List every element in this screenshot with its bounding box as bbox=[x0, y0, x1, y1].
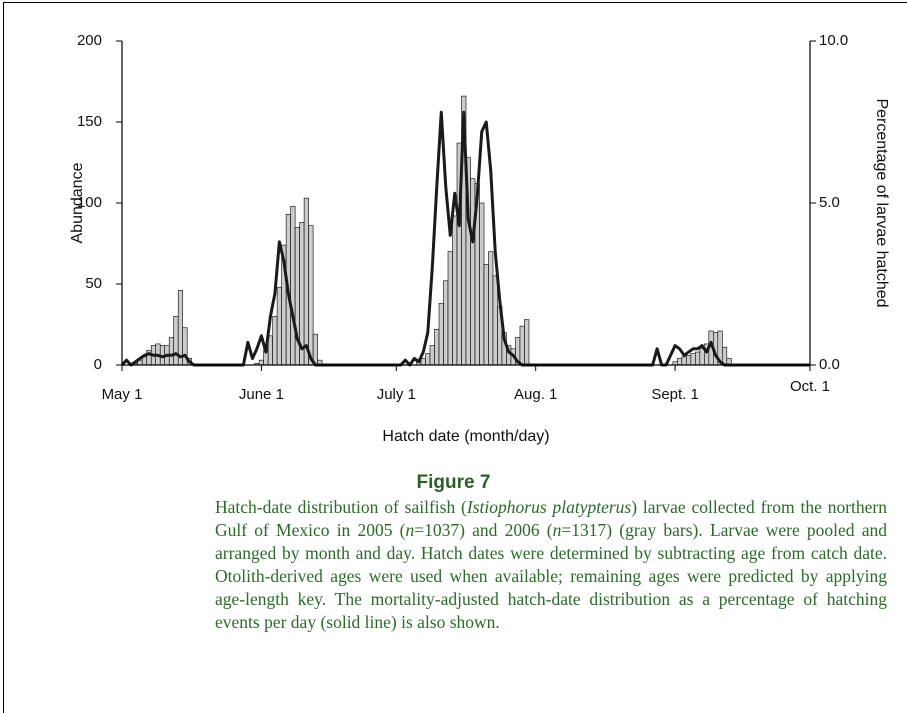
bar bbox=[695, 351, 701, 366]
y-tick-label: 50 bbox=[85, 275, 102, 292]
x-tick-label: Oct. 1 bbox=[790, 378, 830, 395]
bar bbox=[699, 348, 705, 366]
y2-tick-label: 10.0 bbox=[819, 32, 848, 49]
y-tick-label: 100 bbox=[77, 194, 102, 211]
caption-text: =1037) and 2006 ( bbox=[414, 520, 553, 540]
figure-caption: Hatch-date distribution of sailfish (Ist… bbox=[215, 496, 887, 634]
x-tick-label: June 1 bbox=[239, 386, 284, 403]
bar bbox=[434, 329, 440, 366]
bar bbox=[443, 280, 449, 366]
x-tick-label: Aug. 1 bbox=[514, 386, 557, 403]
bar bbox=[258, 359, 264, 366]
y-tick-label: 150 bbox=[77, 113, 102, 130]
y2-tick-label: 0.0 bbox=[819, 356, 840, 373]
x-tick-label: Sept. 1 bbox=[651, 386, 699, 403]
bar bbox=[470, 178, 476, 366]
y-tick-label: 0 bbox=[94, 356, 102, 373]
bar bbox=[492, 275, 498, 366]
bar bbox=[519, 325, 525, 366]
x-axis-title: Hatch date (month/day) bbox=[382, 428, 549, 445]
bar bbox=[272, 316, 278, 366]
bar bbox=[677, 358, 683, 366]
y-tick-label: 200 bbox=[77, 32, 102, 49]
bar bbox=[429, 345, 435, 366]
bar bbox=[447, 251, 453, 366]
x-tick-label: July 1 bbox=[377, 386, 416, 403]
bar bbox=[690, 353, 696, 366]
bar bbox=[479, 202, 485, 366]
caption-text: Hatch-date distribution of sailfish ( bbox=[215, 497, 467, 517]
caption-text: n bbox=[552, 520, 562, 540]
bar bbox=[173, 316, 179, 366]
bar bbox=[681, 356, 687, 366]
caption-text: =1317) (gray bars). Larvae were pooled a… bbox=[215, 520, 887, 632]
x-tick-label: May 1 bbox=[102, 386, 143, 403]
bar bbox=[488, 251, 494, 366]
bar bbox=[303, 197, 309, 366]
figure-label: Figure 7 bbox=[416, 472, 491, 493]
caption-text: n bbox=[405, 520, 415, 540]
bar bbox=[438, 303, 444, 366]
bar bbox=[276, 286, 282, 366]
bar bbox=[524, 319, 530, 366]
chart: 0 50 100 150 200 0.0 5.0 10.0 May 1 June 1 July 1 A… bbox=[69, 32, 890, 445]
caption-text: Istiophorus platypterus bbox=[466, 497, 632, 517]
y2-axis-title: Percentage of larvae hatched bbox=[873, 98, 890, 307]
bar bbox=[483, 264, 489, 366]
bar bbox=[452, 215, 458, 366]
bar bbox=[686, 354, 692, 366]
bar bbox=[290, 205, 296, 366]
bar bbox=[425, 353, 431, 366]
bar bbox=[168, 337, 175, 366]
bar bbox=[177, 290, 184, 366]
y2-tick-label: 5.0 bbox=[819, 194, 840, 211]
figure-frame bbox=[3, 2, 907, 713]
bar bbox=[420, 358, 426, 366]
bar bbox=[308, 225, 314, 366]
line bbox=[120, 110, 810, 367]
y-axis-title: Abundance bbox=[69, 162, 86, 243]
caption-text: ) larvae collected from the northern Gul… bbox=[215, 497, 887, 540]
